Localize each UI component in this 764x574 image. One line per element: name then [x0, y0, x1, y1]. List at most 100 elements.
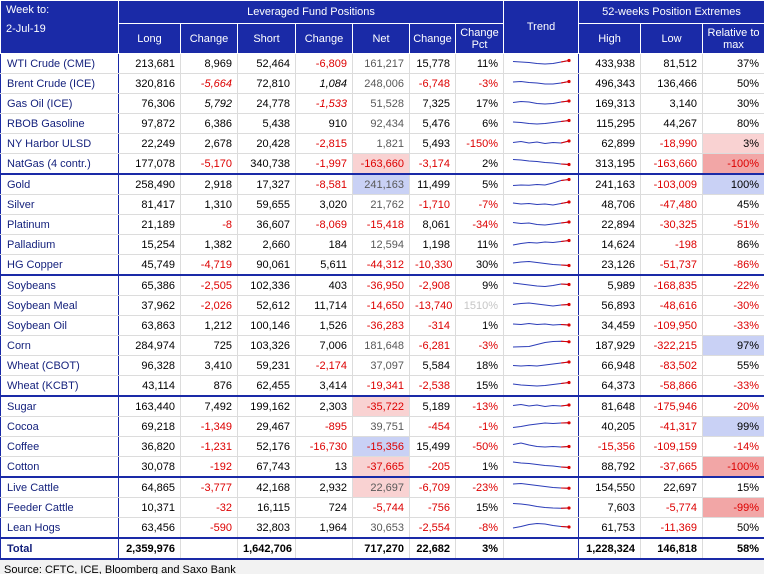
cell-high: 62,899 [578, 133, 642, 154]
cell-change-pct: -3% [454, 335, 505, 356]
table-row: Sugar 163,440 7,492 199,162 2,303 -35,722 5,18… [0, 395, 764, 417]
table-row: HG Copper 45,749 -4,719 90,061 5,611 -44,312-… [0, 254, 764, 276]
header-row-groups: Week to: 2-Jul-19 Leveraged Fund Positio… [0, 0, 764, 54]
cell-net: 12,594 [352, 234, 410, 255]
cell-change-pct: 15% [454, 497, 505, 518]
col-header-low: Low [640, 23, 704, 54]
table-row: Cocoa 69,218 -1,349 29,467 -895 39,751 -454 -1%… [0, 416, 764, 437]
cell-short-change: 403 [295, 274, 353, 296]
cell-net: 21,762 [352, 194, 410, 215]
cell-net: 248,006 [352, 73, 410, 94]
commodity-name: Soybean Meal [0, 295, 119, 316]
table-row: Gas Oil (ICE) 76,306 5,792 24,778 -1,533 51,5… [0, 93, 764, 114]
commodity-name: Gas Oil (ICE) [0, 93, 119, 114]
cell-net-change: 11,499 [409, 173, 456, 195]
commodity-name: NY Harbor ULSD [0, 133, 119, 154]
cell-short: 36,607 [237, 214, 296, 235]
cell-long-change: 3,410 [180, 355, 238, 376]
trend-cell [503, 315, 580, 336]
cell-low: 22,697 [640, 476, 704, 498]
cell-low: -168,835 [640, 274, 704, 296]
cell-net-change: 22,682 [409, 537, 456, 560]
cell-short-change: 5,611 [295, 254, 353, 276]
cell-long-change: 725 [180, 335, 238, 356]
cell-long: 45,749 [118, 254, 181, 276]
cell-short-change: 2,932 [295, 476, 353, 498]
trend-cell [503, 93, 580, 114]
cell-net: -14,650 [352, 295, 410, 316]
table-row: Palladium 15,254 1,382 2,660 184 12,594 1,198 1… [0, 234, 764, 255]
cell-long-change: 2,918 [180, 173, 238, 195]
cell-relative-to-max: 58% [702, 537, 764, 560]
cell-long-change: -5,170 [180, 153, 238, 175]
cell-low: -163,660 [640, 153, 704, 175]
cell-long: 30,078 [118, 456, 181, 478]
trend-cell [503, 133, 580, 154]
cell-short-change: -8,069 [295, 214, 353, 235]
cell-relative-to-max: 86% [702, 234, 764, 255]
trend-sparkline [512, 200, 571, 206]
cell-long: 177,078 [118, 153, 181, 175]
cell-high: 48,706 [578, 194, 642, 215]
cell-net-change: -3,174 [409, 153, 456, 175]
table-row: Cotton 30,078 -192 67,743 13 -37,665 -205 1% 88,… [0, 456, 764, 478]
cell-net-change: 5,493 [409, 133, 456, 154]
trend-cell [503, 537, 580, 560]
cell-high: 169,313 [578, 93, 642, 114]
cell-high: 7,603 [578, 497, 642, 518]
cell-long-change: 6,386 [180, 113, 238, 134]
cell-low: 81,512 [640, 53, 704, 74]
trend-sparkline [513, 159, 571, 167]
trend-cell [503, 497, 580, 518]
trend-sparkline [513, 503, 571, 510]
total-row: Total 2,359,976 1,642,706 717,270 22,682 3% 1,… [0, 537, 764, 560]
cell-long-change: -2,505 [180, 274, 238, 296]
cell-short: 16,115 [237, 497, 296, 518]
cell-long-change [180, 537, 238, 560]
cell-relative-to-max: 100% [702, 173, 764, 195]
cell-high: 23,126 [578, 254, 642, 276]
cell-net: 30,653 [352, 517, 410, 539]
trend-sparkline [512, 282, 571, 288]
trend-sparkline [512, 238, 571, 246]
cell-net-change: 5,584 [409, 355, 456, 376]
cell-relative-to-max: -22% [702, 274, 764, 296]
cell-short: 52,176 [237, 436, 296, 457]
cell-net-change: -10,330 [409, 254, 456, 276]
cell-change-pct: -3% [454, 73, 505, 94]
cell-short-change: 3,414 [295, 375, 353, 397]
cell-short-change: 1,964 [295, 517, 353, 539]
cell-change-pct: 9% [454, 274, 505, 296]
trend-sparkline [513, 177, 571, 186]
cell-net: 241,163 [352, 173, 410, 195]
trend-cell [503, 113, 580, 134]
cell-long-change: 1,382 [180, 234, 238, 255]
cell-relative-to-max: -100% [702, 153, 764, 175]
cell-net: -15,356 [352, 436, 410, 457]
cell-short-change: -1,533 [295, 93, 353, 114]
cell-relative-to-max: -51% [702, 214, 764, 235]
cell-net-change: -205 [409, 456, 456, 478]
cell-short-change: 724 [295, 497, 353, 518]
table-row: Feeder Cattle 10,371 -32 16,115 724 -5,744 -75… [0, 497, 764, 518]
table-row: Wheat (KCBT) 43,114 876 62,455 3,414 -19,341-… [0, 375, 764, 397]
cell-short: 5,438 [237, 113, 296, 134]
cell-short: 42,168 [237, 476, 296, 498]
cell-long-change: 7,492 [180, 395, 238, 417]
cell-short: 100,146 [237, 315, 296, 336]
cell-short: 59,231 [237, 355, 296, 376]
table-row: RBOB Gasoline 97,872 6,386 5,438 910 92,434 5,… [0, 113, 764, 134]
cell-short-change: 2,303 [295, 395, 353, 417]
col-header-long: Long [118, 23, 181, 54]
cell-short-change: -1,997 [295, 153, 353, 175]
cell-long-change: -2,026 [180, 295, 238, 316]
cell-high: 81,648 [578, 395, 642, 417]
cell-net-change: 1,198 [409, 234, 456, 255]
cell-low: 136,466 [640, 73, 704, 94]
header-row-columns: Long Change Short Change Net Change Chan… [1, 23, 764, 54]
trend-sparkline [513, 58, 571, 65]
col-header-short-change: Change [295, 23, 353, 54]
cell-short: 103,326 [237, 335, 296, 356]
trend-sparkline [513, 340, 571, 348]
cell-relative-to-max: -20% [702, 395, 764, 417]
